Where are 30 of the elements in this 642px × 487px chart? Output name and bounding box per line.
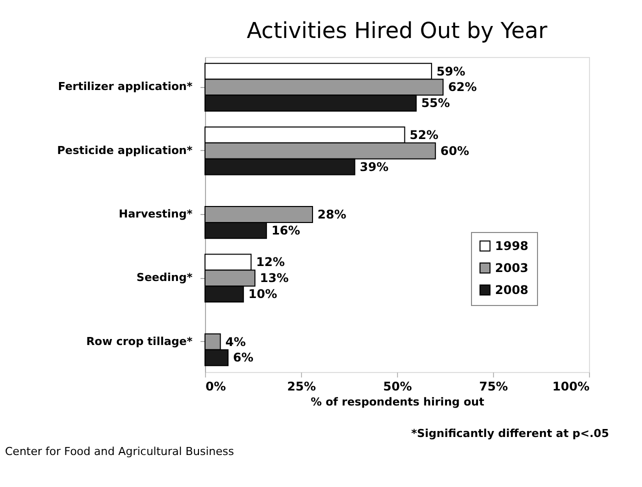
data-label: 28% [318, 208, 346, 222]
data-label: 6% [233, 350, 254, 365]
x-tick-label: 75% [479, 380, 508, 394]
data-label: 52% [410, 128, 438, 142]
data-label: 12% [256, 255, 285, 270]
data-label: 62% [448, 80, 477, 94]
legend-label: 2008 [495, 283, 528, 297]
legend-label: 1998 [495, 239, 528, 253]
data-label: 39% [360, 160, 388, 174]
y-tick-label: Pesticide application* [57, 144, 193, 157]
data-label: 60% [440, 144, 470, 158]
data-label: 59% [436, 64, 466, 78]
y-tick-label: Row crop tillage* [86, 334, 193, 348]
data-label: 13% [260, 271, 289, 286]
text: *Significantly different at p<.05 [411, 427, 609, 440]
x-tick-label: 0% [206, 380, 226, 394]
x-tick-label: 100% [552, 380, 590, 394]
data-label: 16% [271, 223, 300, 238]
chart-title: Activities Hired Out by Year [246, 19, 548, 44]
legend-label: 2003 [495, 261, 528, 275]
x-tick-label: 25% [287, 380, 316, 394]
y-tick-label: Seeding* [136, 271, 193, 284]
data-label: 10% [248, 287, 278, 302]
text: Center for Food and Agricultural Business [5, 445, 234, 458]
x-axis-title: % of respondents hiring out [310, 396, 484, 408]
y-tick-label: Fertilizer application* [58, 80, 193, 94]
data-label: 55% [421, 96, 450, 110]
y-tick-label: Harvesting* [118, 208, 193, 220]
data-label: 4% [225, 334, 246, 349]
x-tick-label: 50% [383, 380, 412, 394]
